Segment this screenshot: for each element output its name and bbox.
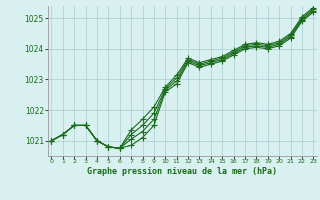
X-axis label: Graphe pression niveau de la mer (hPa): Graphe pression niveau de la mer (hPa) <box>87 167 277 176</box>
